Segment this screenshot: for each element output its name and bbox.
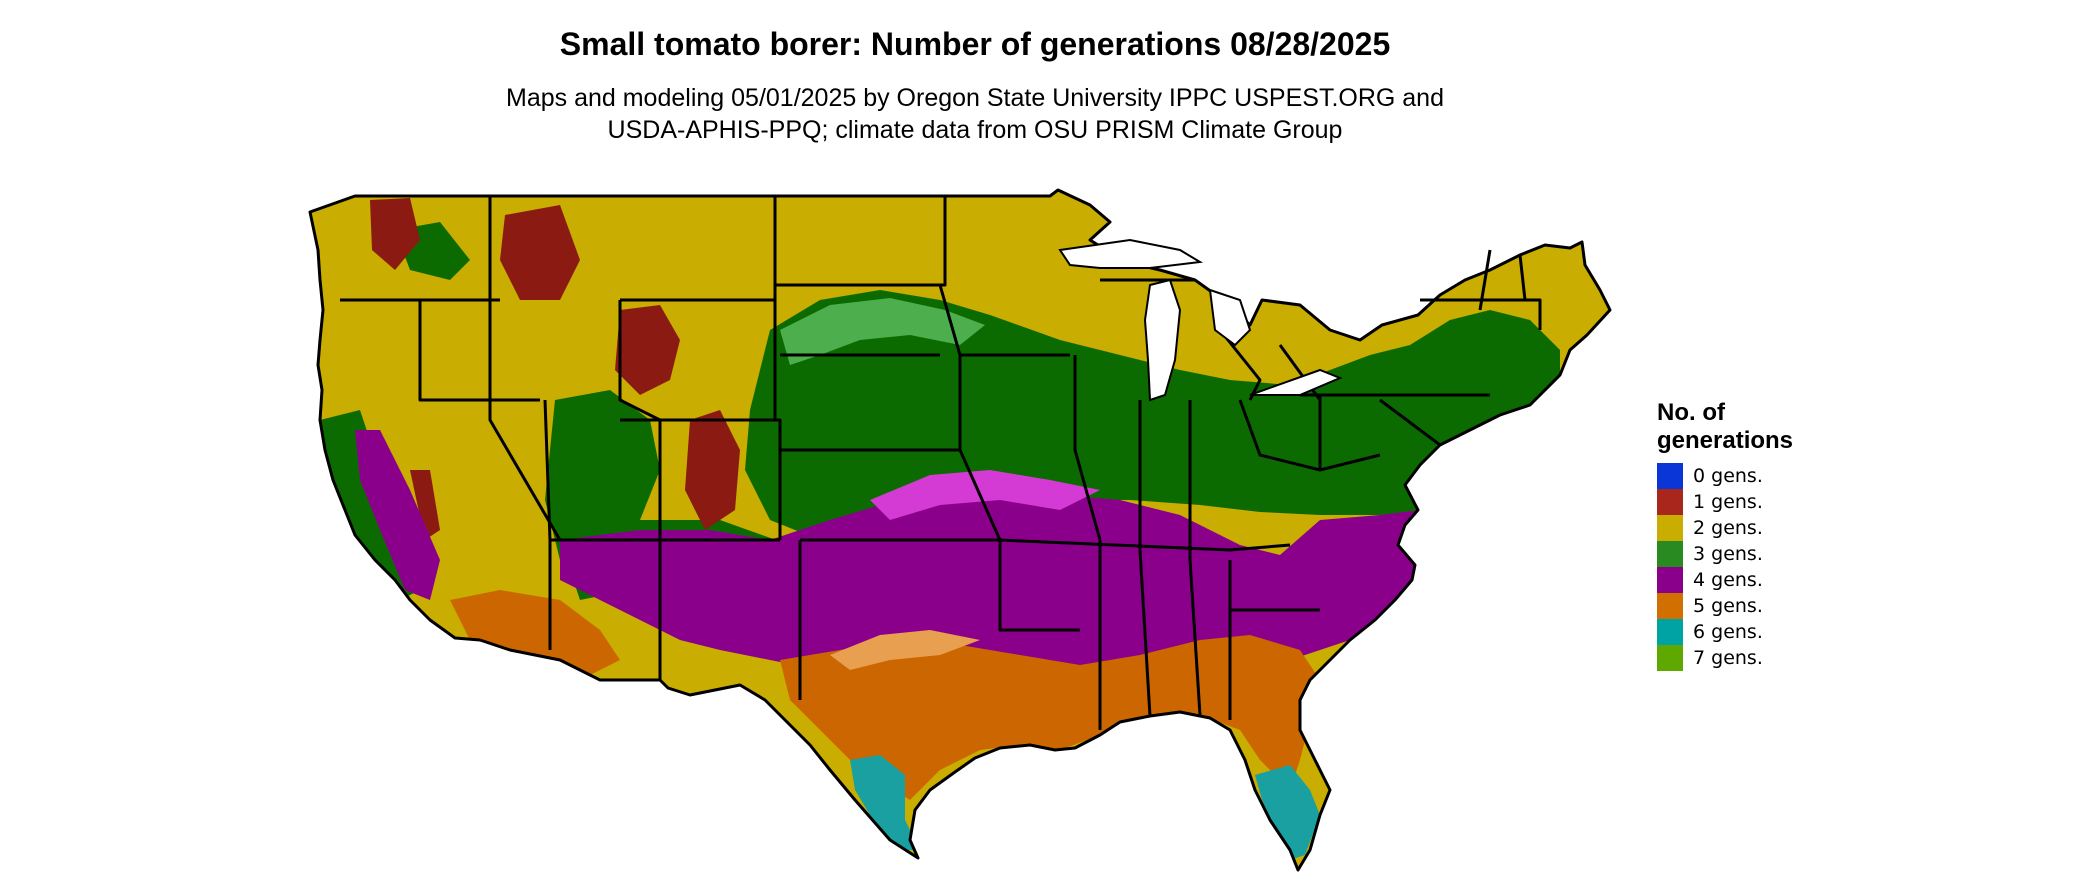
region-5-gens-desert <box>450 590 620 680</box>
legend: No. of generations 0 gens. 1 gens. 2 gens.… <box>1657 399 1793 671</box>
legend-swatch <box>1657 619 1683 645</box>
legend-item: 0 gens. <box>1657 463 1793 489</box>
region-4-gens-fringe <box>870 470 1100 520</box>
region-5-gens-fringe <box>830 630 980 670</box>
subtitle-line-1: Maps and modeling 05/01/2025 by Oregon S… <box>506 84 1444 112</box>
legend-swatch <box>1657 463 1683 489</box>
legend-swatch <box>1657 489 1683 515</box>
legend-item: 1 gens. <box>1657 489 1793 515</box>
region-1-gen-cascades <box>370 198 420 270</box>
map-title: Small tomato borer: Number of generation… <box>559 26 1391 62</box>
map-subtitle: Maps and modeling 05/01/2025 by Oregon S… <box>0 82 1950 146</box>
region-3-gens-fringe <box>780 298 985 365</box>
legend-label: 0 gens. <box>1693 465 1763 487</box>
legend-title: No. of generations <box>1657 399 1793 455</box>
legend-swatch <box>1657 645 1683 671</box>
region-3-gens-west <box>545 390 660 560</box>
legend-swatch <box>1657 515 1683 541</box>
region-4-gens-california <box>355 430 440 600</box>
lake-superior <box>1058 238 1204 269</box>
legend-item: 4 gens. <box>1657 567 1793 593</box>
region-1-gen-sierra <box>410 470 440 540</box>
subtitle-line-2: USDA-APHIS-PPQ; climate data from OSU PR… <box>607 116 1343 144</box>
lake-erie <box>1249 368 1343 396</box>
legend-swatch <box>1657 593 1683 619</box>
region-6-gens-florida <box>1255 765 1320 860</box>
legend-item: 3 gens. <box>1657 541 1793 567</box>
legend-label: 2 gens. <box>1693 517 1763 539</box>
legend-label: 4 gens. <box>1693 569 1763 591</box>
lake-michigan <box>1143 278 1182 402</box>
generation-regions <box>310 190 1610 870</box>
legend-item: 6 gens. <box>1657 619 1793 645</box>
legend-items: 0 gens. 1 gens. 2 gens. 3 gens. 4 gens. 5 gen… <box>1657 463 1793 671</box>
legend-swatch <box>1657 541 1683 567</box>
region-1-gen-idaho <box>500 205 580 300</box>
legend-item: 2 gens. <box>1657 515 1793 541</box>
legend-title-line-2: generations <box>1657 427 1794 454</box>
region-1-gen-colorado <box>685 410 740 530</box>
great-lakes <box>1058 238 1343 402</box>
legend-item: 5 gens. <box>1657 593 1793 619</box>
legend-label: 6 gens. <box>1693 621 1763 643</box>
state-borders <box>308 188 1612 872</box>
lake-huron <box>1208 288 1252 347</box>
legend-swatch <box>1657 567 1683 593</box>
legend-label: 5 gens. <box>1693 595 1763 617</box>
region-6-gens-texas <box>850 755 920 850</box>
legend-label: 3 gens. <box>1693 543 1763 565</box>
region-1-gen-wyoming <box>615 305 680 395</box>
legend-item: 7 gens. <box>1657 645 1793 671</box>
legend-label: 1 gens. <box>1693 491 1763 513</box>
legend-title-line-1: No. of <box>1657 399 1725 426</box>
legend-label: 7 gens. <box>1693 647 1763 669</box>
region-5-gens <box>780 635 1320 800</box>
